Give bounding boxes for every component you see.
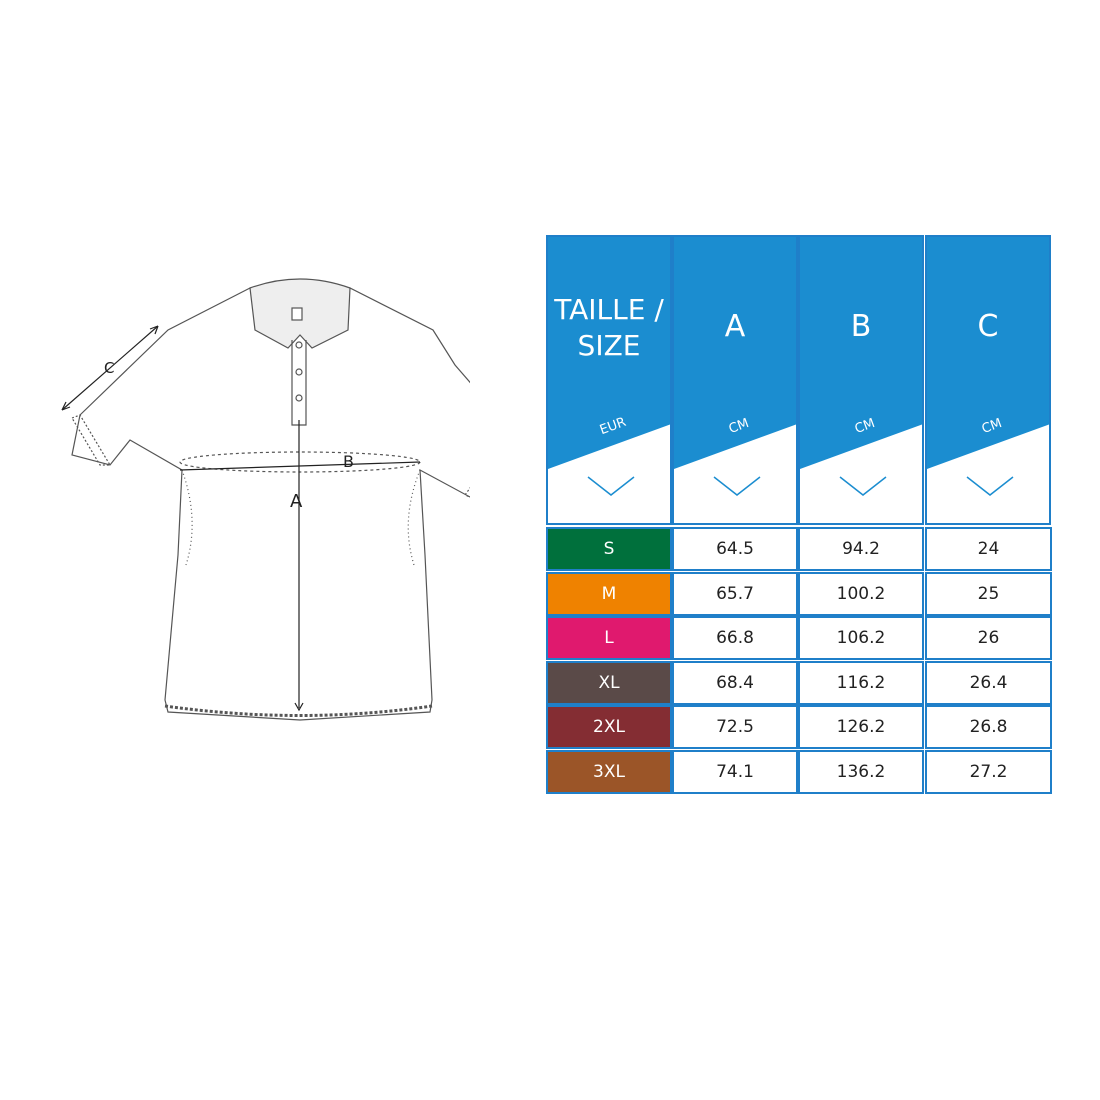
- column-title: B: [850, 309, 872, 344]
- size-label-cell: XL: [546, 660, 672, 705]
- measurement-cell-c: 26: [925, 616, 1052, 660]
- column-header-b[interactable]: B CM: [798, 235, 924, 525]
- column-title: C: [977, 309, 999, 344]
- measurement-cell-a: 66.8: [672, 616, 798, 660]
- measurement-cell-a: 72.5: [672, 705, 798, 749]
- label-a: A: [290, 491, 303, 512]
- measurement-cell-b: 106.2: [798, 616, 924, 660]
- header-background: [674, 237, 796, 496]
- measure-b-line: [179, 461, 421, 471]
- label-b: B: [343, 452, 354, 471]
- chevron-down-icon: [713, 476, 761, 496]
- column-title: TAILLE / SIZE: [554, 293, 664, 362]
- measurement-cell-b: 116.2: [798, 660, 924, 705]
- chevron-down-icon: [966, 476, 1014, 496]
- measurement-cell-a: 64.5: [672, 527, 798, 571]
- measurement-cell-c: 26.8: [925, 705, 1052, 749]
- measurement-cell-c: 25: [925, 571, 1052, 616]
- measurement-cell-c: 26.4: [925, 660, 1052, 705]
- chevron-down-icon: [839, 476, 887, 496]
- size-label-cell: S: [546, 527, 672, 571]
- header-background: [927, 237, 1049, 496]
- column-header-c[interactable]: C CM: [925, 235, 1051, 525]
- measurement-cell-a: 68.4: [672, 660, 798, 705]
- measurement-cell-c: 24: [925, 527, 1052, 571]
- side-panel-right: [407, 469, 421, 566]
- column-title: A: [724, 309, 746, 344]
- header-background: [548, 237, 670, 496]
- side-panel-left: [181, 469, 193, 566]
- size-label-cell: L: [546, 616, 672, 660]
- size-label-cell: 2XL: [546, 705, 672, 749]
- chevron-down-icon: [587, 476, 635, 496]
- sleeve-cuff-right: [464, 486, 470, 498]
- label-c: C: [104, 359, 114, 377]
- header-background: [800, 237, 922, 496]
- measure-c-line: [61, 325, 159, 411]
- column-header-a[interactable]: A CM: [672, 235, 798, 525]
- measurement-cell-b: 136.2: [798, 749, 924, 794]
- sleeve-cuff-left: [71, 414, 112, 466]
- measurement-cell-a: 74.1: [672, 749, 798, 794]
- column-header-size[interactable]: TAILLE / SIZE EUR: [546, 235, 672, 525]
- shirt-outline: [71, 287, 470, 721]
- polo-shirt-diagram: A B C: [61, 278, 470, 721]
- measurement-cell-a: 65.7: [672, 571, 798, 616]
- measurement-cell-b: 94.2: [798, 527, 924, 571]
- measurement-cell-b: 126.2: [798, 705, 924, 749]
- size-label-cell: M: [546, 571, 672, 616]
- size-label-cell: 3XL: [546, 749, 672, 794]
- measurement-cell-b: 100.2: [798, 571, 924, 616]
- measurement-cell-c: 27.2: [925, 749, 1052, 794]
- placket: [291, 340, 307, 426]
